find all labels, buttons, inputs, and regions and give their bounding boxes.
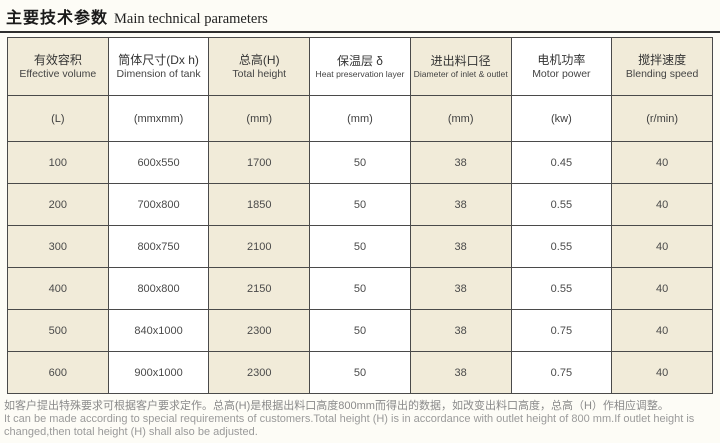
table-row: 400 800x800 2150 50 38 0.55 40 [7,267,713,310]
column-unit: (mm) [309,95,411,142]
page-title-en: Main technical parameters [114,11,268,27]
table-cell: 600 [7,351,109,394]
table-row: 100 600x550 1700 50 38 0.45 40 [7,141,713,184]
table-cell: 1850 [208,183,311,226]
table-cell: 800x750 [107,225,210,268]
column-header-en: Effective volume [19,68,97,81]
table-cell: 40 [611,267,713,310]
footnote: 如客户提出特殊要求可根据客户要求定作。总高(H)是根据出料口高度800mm而得出… [4,399,716,439]
table-cell: 2150 [208,267,311,310]
table-cell: 500 [7,309,109,352]
column-header-zh: 筒体尺寸(Dx h) [118,52,199,67]
column-header: 有效容积 Effective volume [7,37,109,96]
table-cell: 2100 [208,225,311,268]
column-header-zh: 搅拌速度 [638,52,687,67]
table-cell: 50 [309,267,411,310]
table-cell: 40 [611,225,713,268]
column-header-zh: 有效容积 [33,52,82,67]
units-row: (L) (mmxmm) (mm) (mm) (mm) (kw) (r/min) [7,95,713,142]
table-row: 600 900x1000 2300 50 38 0.75 40 [7,351,713,394]
column-header: 搅拌速度 Blending speed [611,37,713,96]
footnote-zh: 如客户提出特殊要求可根据客户要求定作。总高(H)是根据出料口高度800mm而得出… [4,400,669,412]
table-cell: 50 [309,183,411,226]
column-header: 进出料口径 Diameter of inlet & outlet [409,37,512,96]
table-cell: 38 [409,267,512,310]
table-cell: 50 [309,225,411,268]
column-header: 总高(H) Total height [208,37,311,96]
table-head: 有效容积 Effective volume 筒体尺寸(Dx h) Dimension … [7,37,713,142]
footnote-en: It can be made according to special requ… [4,413,695,439]
table-row: 300 800x750 2100 50 38 0.55 40 [7,225,713,268]
table-cell: 1700 [208,141,311,184]
table-cell: 38 [409,225,512,268]
table-cell: 2300 [208,309,311,352]
title-divider [0,31,720,33]
table-cell: 200 [7,183,109,226]
column-unit: (mmxmm) [107,95,210,142]
column-header-en: Total height [232,68,287,81]
table-cell: 0.55 [510,183,613,226]
table-cell: 40 [611,183,713,226]
table-row: 500 840x1000 2300 50 38 0.75 40 [7,309,713,352]
column-header-zh: 进出料口径 [430,54,491,69]
table-cell: 0.55 [510,267,613,310]
column-header-en: Blending speed [625,68,699,81]
table-cell: 800x800 [107,267,210,310]
column-unit: (kw) [510,95,613,142]
parameters-table: 有效容积 Effective volume 筒体尺寸(Dx h) Dimension … [7,37,713,394]
table-cell: 700x800 [107,183,210,226]
column-unit: (L) [7,95,109,142]
column-header: 筒体尺寸(Dx h) Dimension of tank [107,37,210,96]
table-cell: 400 [7,267,109,310]
table-cell: 40 [611,309,713,352]
table-cell: 0.45 [510,141,613,184]
table-cell: 2300 [208,351,311,394]
column-unit: (mm) [208,95,311,142]
table-cell: 100 [7,141,109,184]
table-cell: 600x550 [107,141,210,184]
table-cell: 38 [409,183,512,226]
column-header-en: Motor power [532,68,591,81]
column-header-en: Diameter of inlet & outlet [413,69,508,80]
column-header-en: Heat preservation layer [315,69,405,80]
table-cell: 0.75 [510,351,613,394]
column-unit: (r/min) [611,95,713,142]
column-header: 电机功率 Motor power [510,37,613,96]
column-header-en: Dimension of tank [116,68,201,81]
table-cell: 38 [409,309,512,352]
table-cell: 0.75 [510,309,613,352]
table-cell: 50 [309,141,411,184]
table-cell: 50 [309,351,411,394]
table-cell: 38 [409,141,512,184]
column-unit: (mm) [409,95,512,142]
table-cell: 38 [409,351,512,394]
table-cell: 50 [309,309,411,352]
column-header: 保温层 δ Heat preservation layer [309,37,411,96]
table-cell: 900x1000 [107,351,210,394]
column-header-zh: 电机功率 [537,52,586,67]
column-header-zh: 保温层 δ [336,54,383,69]
column-header-zh: 总高(H) [238,52,280,67]
page-title: 主要技术参数 Main technical parameters [0,0,720,30]
table-cell: 840x1000 [107,309,210,352]
table-cell: 40 [611,351,713,394]
header-row: 有效容积 Effective volume 筒体尺寸(Dx h) Dimension … [7,37,713,96]
table-cell: 300 [7,225,109,268]
page-title-zh: 主要技术参数 [6,10,109,27]
table-row: 200 700x800 1850 50 38 0.55 40 [7,183,713,226]
table-cell: 0.55 [510,225,613,268]
table-cell: 40 [611,141,713,184]
table-body: 100 600x550 1700 50 38 0.45 40 200 700x800 1850 50… [7,141,713,394]
